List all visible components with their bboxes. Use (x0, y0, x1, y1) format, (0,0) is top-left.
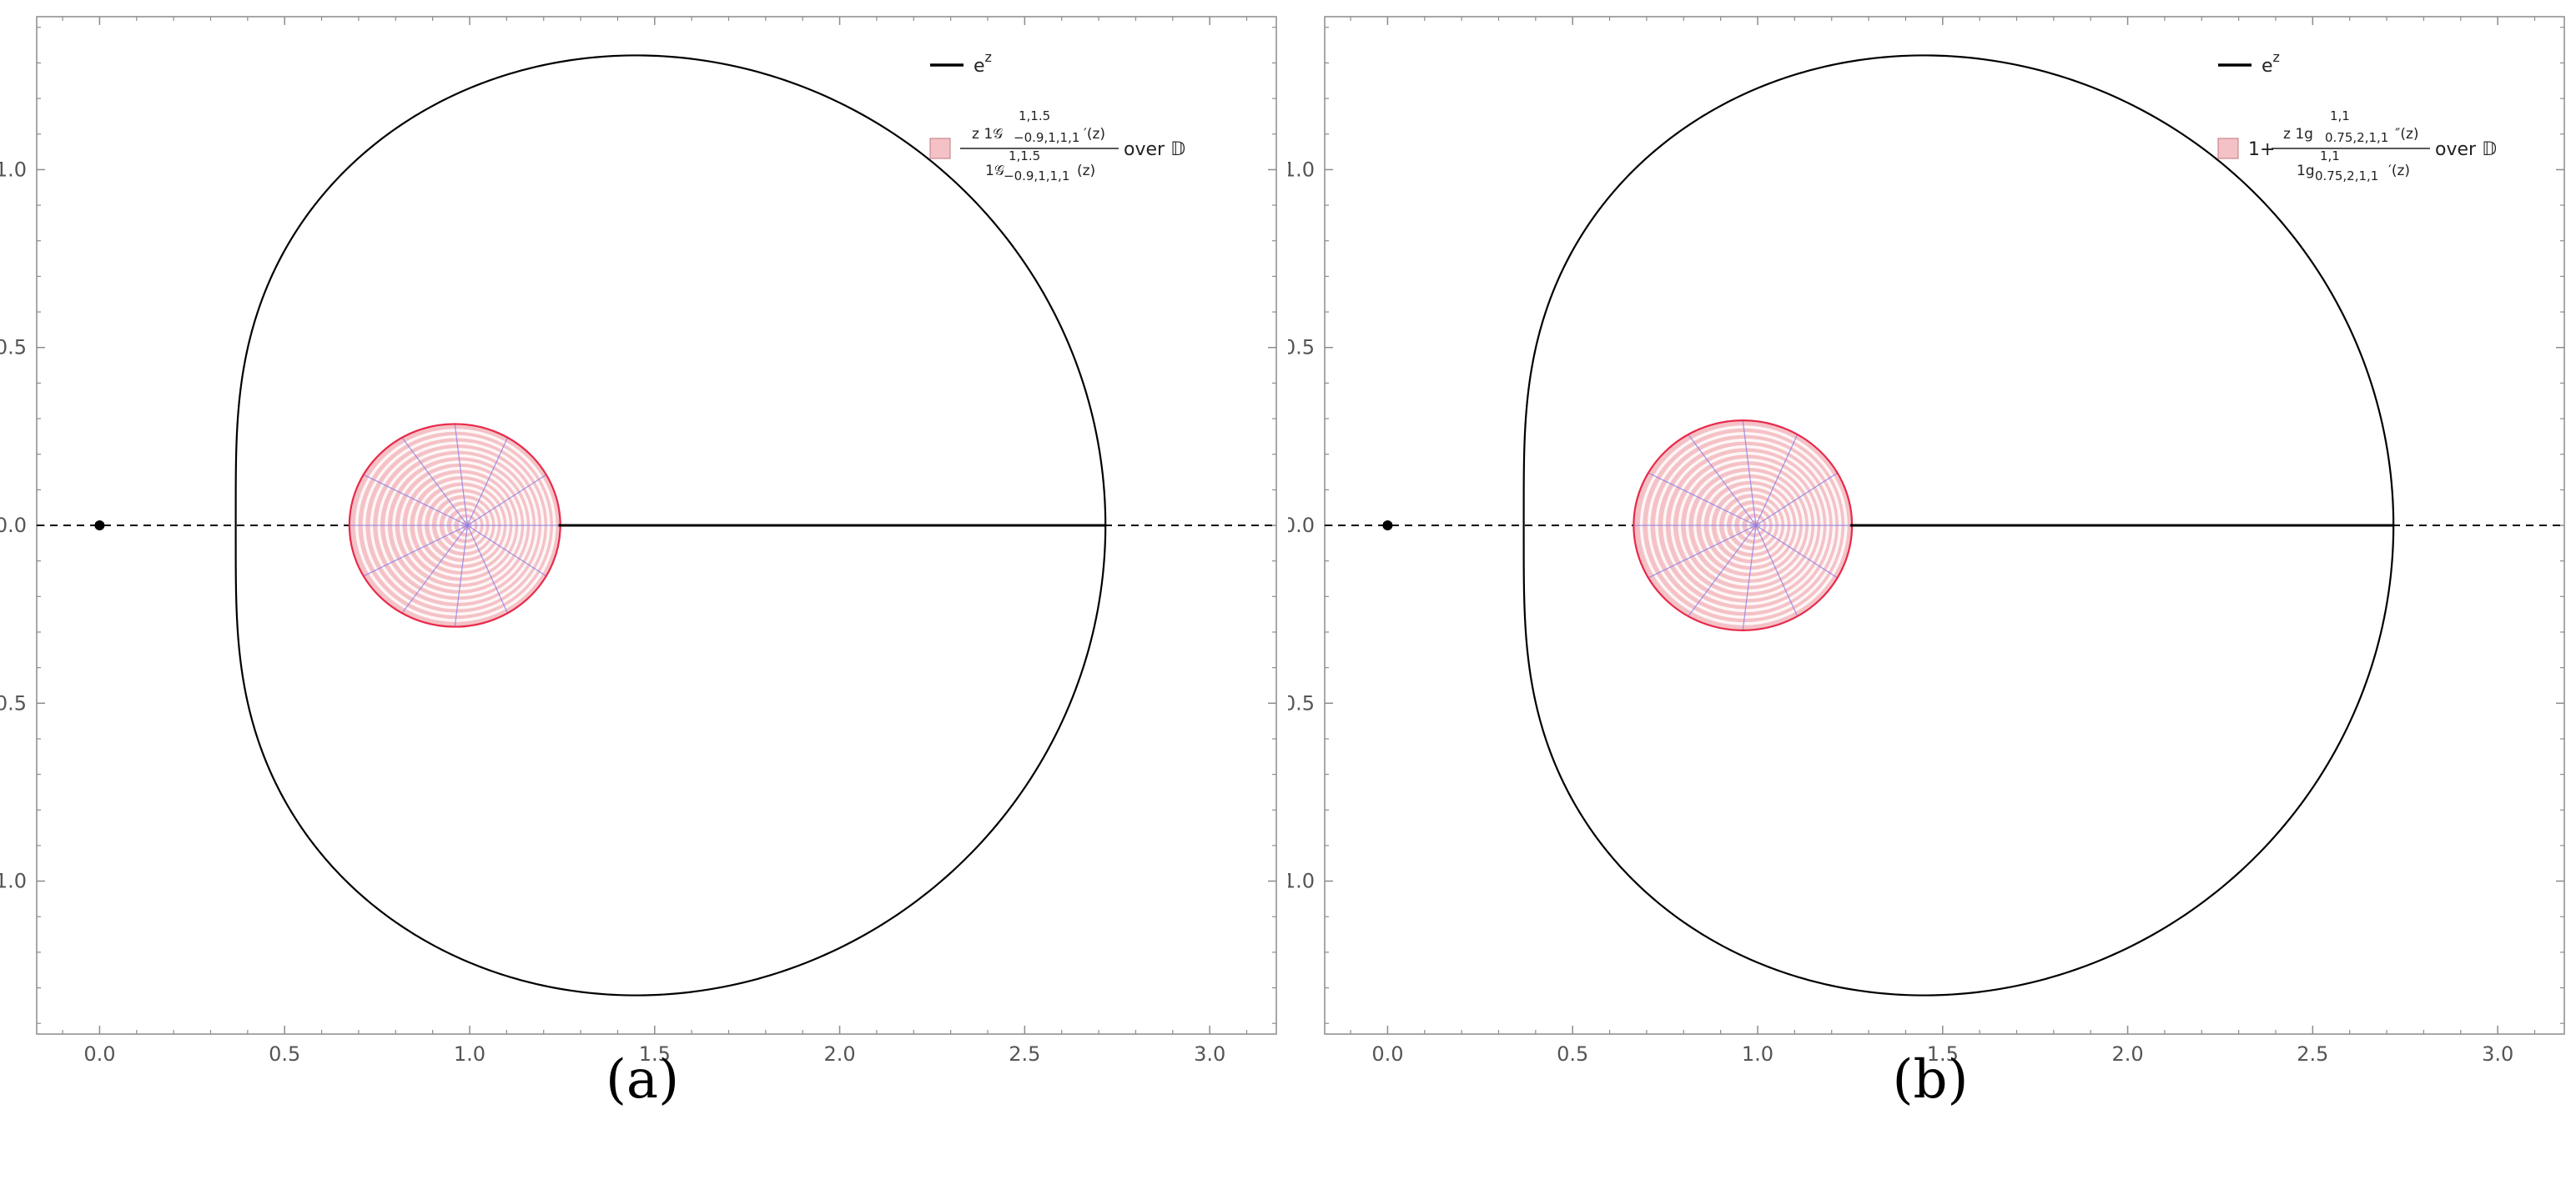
legend-numerator-suffix: ″(z) (2395, 126, 2419, 143)
image-region (348, 423, 561, 628)
legend-numerator-suffix: ′(z) (1084, 126, 1105, 143)
legend-numerator-sup: 1,1.5 (1019, 108, 1050, 123)
legend-denominator-sup: 1,1 (2320, 148, 2340, 163)
panel-caption-a: (a) (605, 1049, 680, 1111)
x-axis: 0.0 0.5 1.0 1.5 2.0 2.5 3.0 (62, 17, 1248, 1066)
y-tick-label: −1.0 (0, 870, 27, 893)
x-tick-label: 1.5 (1927, 1042, 1959, 1066)
legend-numerator: z 1𝒢 (972, 126, 1003, 143)
image-region (1633, 419, 1854, 631)
legend-region-swatch (2217, 138, 2239, 159)
legend-numerator-sub: 0.75,2,1,1 (2325, 130, 2388, 145)
region-mesh-spoke (466, 437, 509, 526)
y-tick-label: 0.0 (0, 514, 27, 537)
legend-denominator-suffix: ′(z) (2388, 163, 2410, 179)
region-mesh-spoke (363, 525, 468, 577)
region-mesh-spoke (1742, 420, 1757, 526)
ez-boundary-curve (234, 54, 1107, 997)
x-tick-label: 3.0 (2482, 1042, 2513, 1066)
region-mesh-spoke (1755, 434, 1799, 526)
chart-panel-a: 0.0 0.5 1.0 1.5 2.0 2.5 3.0 −1.0 −0.5 0.0 0.5 1.0 ez… (0, 16, 1277, 1111)
legend-denominator-sub: −0.9,1,1,1 (1004, 168, 1069, 183)
legend-denominator-sub: 0.75,2,1,1 (2315, 168, 2378, 183)
x-tick-label: 0.0 (1371, 1042, 1403, 1066)
legend-denominator-suffix: (z) (1077, 163, 1095, 179)
x-tick-label: 1.5 (639, 1042, 671, 1066)
region-mesh-spoke (466, 525, 509, 614)
x-tick-label: 0.5 (1557, 1042, 1588, 1066)
y-axis: −1.0 −0.5 0.0 0.5 1.0 (1288, 27, 2564, 1024)
x-tick-label: 2.5 (1009, 1042, 1040, 1066)
chart-svg-a: 0.0 0.5 1.0 1.5 2.0 2.5 3.0 −1.0 −0.5 0.0 0.5 1.0 ez… (0, 16, 1277, 1066)
legend-numerator-sup: 1,1 (2330, 108, 2350, 123)
y-tick-label: −0.5 (1288, 691, 1315, 715)
region-mesh-spoke (1648, 525, 1757, 579)
region-mesh-spoke (1755, 525, 1799, 617)
x-tick-label: 0.0 (83, 1042, 115, 1066)
region-mesh-spoke (467, 474, 547, 526)
legend-numerator: z 1g (2283, 126, 2313, 143)
region-mesh-spoke (1755, 472, 1838, 526)
region-mesh-spoke (401, 437, 468, 526)
region-mesh-spoke (1648, 472, 1757, 526)
x-tick-label: 1.0 (1742, 1042, 1774, 1066)
legend-denominator-sup: 1,1.5 (1009, 148, 1040, 163)
region-mesh-spoke (1688, 434, 1757, 526)
region-mesh-spoke (1755, 525, 1838, 579)
x-tick-label: 2.0 (2111, 1042, 2143, 1066)
y-tick-label: 1.0 (1288, 158, 1315, 181)
legend-over-text: over 𝔻 (2435, 139, 2497, 160)
legend-denominator: 1g (2297, 163, 2315, 179)
y-axis: −1.0 −0.5 0.0 0.5 1.0 (0, 27, 1276, 1024)
y-tick-label: 0.5 (1288, 336, 1315, 359)
chart-svg-b: 0.0 0.5 1.0 1.5 2.0 2.5 3.0 −1.0 −0.5 0.0 0.5 1.0 ez… (1288, 16, 2565, 1066)
legend: ez z 1𝒢 1,1.5 −0.9,1,1,1 ′(z) 1𝒢 1,1.5 −0.9,1,1… (929, 49, 1185, 183)
legend-label-ez: ez (2262, 49, 2280, 77)
legend-over-text: over 𝔻 (1124, 139, 1185, 160)
y-tick-label: 0.0 (1288, 514, 1315, 537)
y-tick-label: −0.5 (0, 691, 27, 715)
region-mesh-spoke (454, 424, 469, 526)
x-tick-label: 3.0 (1194, 1042, 1225, 1066)
x-tick-label: 0.5 (269, 1042, 300, 1066)
region-mesh-spoke (1742, 525, 1757, 630)
x-tick-label: 1.0 (454, 1042, 486, 1066)
region-mesh-spoke (363, 474, 468, 526)
x-tick-label: 2.5 (2297, 1042, 2328, 1066)
origin-point (1382, 520, 1393, 530)
origin-point (94, 520, 105, 530)
legend: ez 1+ z 1g 1,1 0.75,2,1,1 ″(z) 1g 1,1 0.75,2,1,1… (2217, 49, 2497, 183)
x-tick-label: 2.0 (823, 1042, 855, 1066)
legend-region-swatch (929, 138, 951, 159)
panel-caption-b: (b) (1892, 1049, 1969, 1111)
legend-prefix: 1+ (2248, 139, 2275, 160)
legend-label-ez: ez (974, 49, 992, 77)
region-mesh-spoke (467, 525, 547, 577)
region-mesh-spoke (401, 525, 468, 614)
y-tick-label: −1.0 (1288, 870, 1315, 893)
x-axis: 0.0 0.5 1.0 1.5 2.0 2.5 3.0 (1350, 17, 2536, 1066)
legend-denominator: 1𝒢 (985, 163, 1004, 179)
legend-numerator-sub: −0.9,1,1,1 (1014, 130, 1079, 145)
region-mesh-spoke (1688, 525, 1757, 617)
chart-panel-b: 0.0 0.5 1.0 1.5 2.0 2.5 3.0 −1.0 −0.5 0.0 0.5 1.0 ez… (1288, 0, 2576, 1185)
region-mesh-spoke (454, 525, 469, 627)
ez-boundary-curve (1522, 54, 2395, 997)
y-tick-label: 0.5 (0, 336, 27, 359)
y-tick-label: 1.0 (0, 158, 27, 181)
